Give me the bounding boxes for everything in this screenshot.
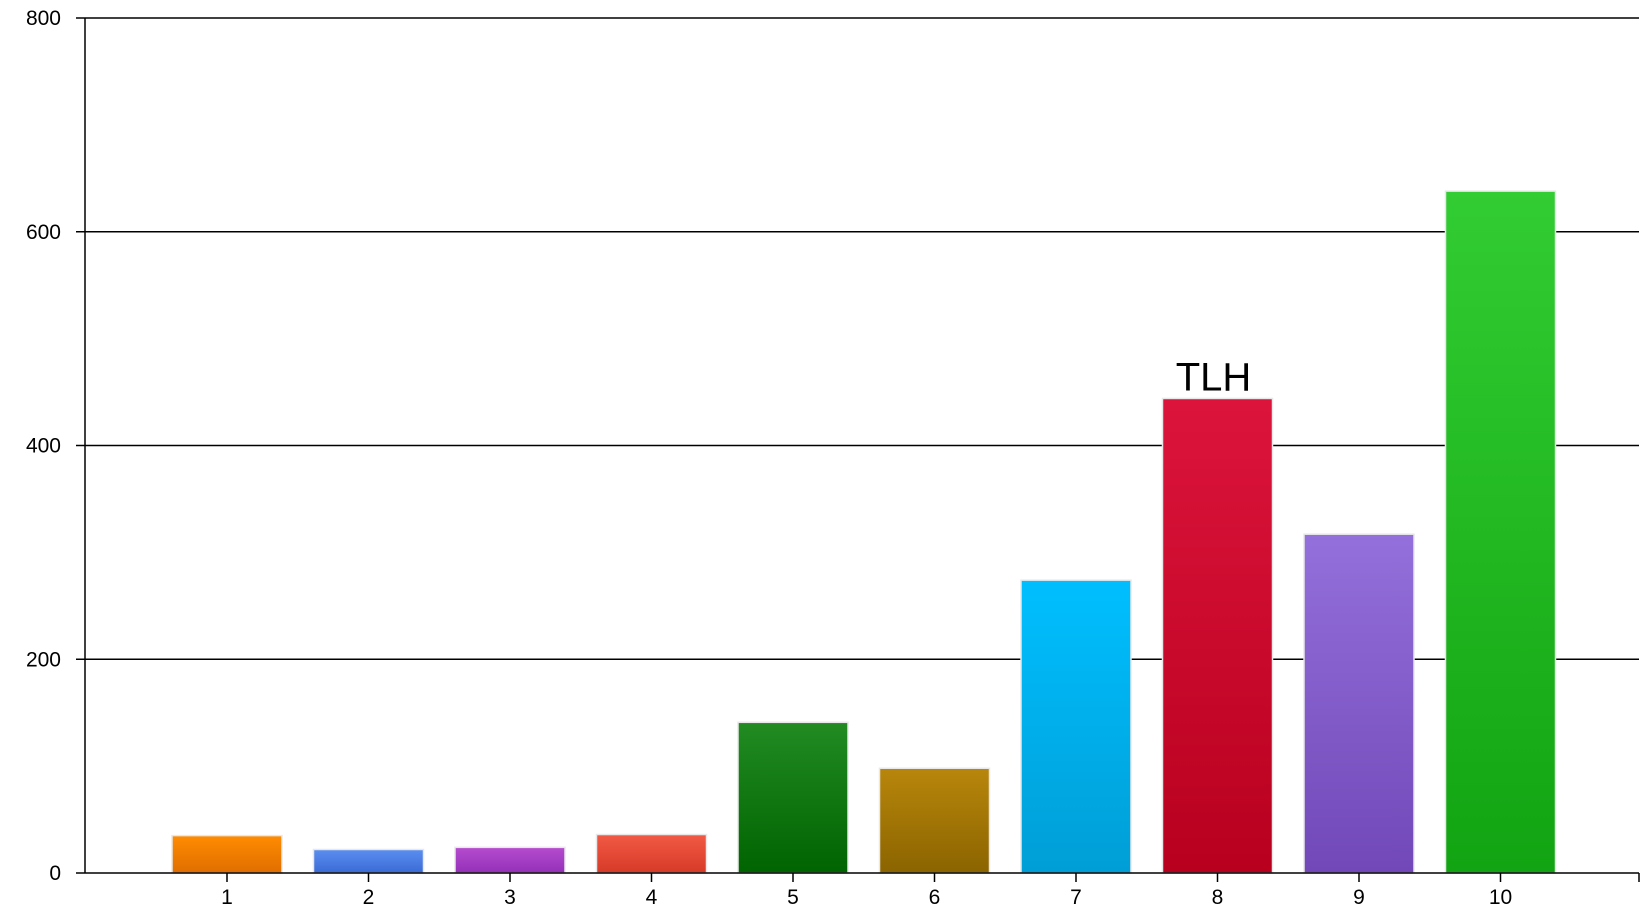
x-axis-ticks: 1 2 3 4 5 6 7 8 9 10 <box>221 873 1512 909</box>
bar-1 <box>171 834 283 874</box>
x-tick-label: 2 <box>363 886 375 909</box>
x-tick-label: 8 <box>1212 886 1224 909</box>
y-tick-label: 400 <box>26 435 61 458</box>
x-tick-label: 1 <box>221 886 233 909</box>
y-tick-label: 0 <box>49 862 61 885</box>
x-tick-label: 6 <box>929 886 941 909</box>
bar-8 <box>1161 397 1274 874</box>
bar-4 <box>595 833 708 874</box>
bar-annotation-label: TLH <box>1176 355 1252 399</box>
x-tick-label: 3 <box>504 886 516 909</box>
annotations: TLH <box>1176 355 1252 399</box>
bar-9 <box>1303 533 1415 874</box>
bar-3 <box>454 846 566 874</box>
bar-7 <box>1020 579 1132 874</box>
y-tick-label: 800 <box>26 7 61 30</box>
y-tick-label: 200 <box>26 648 61 671</box>
bars <box>171 190 1557 874</box>
x-tick-label: 7 <box>1070 886 1082 909</box>
x-tick-label: 9 <box>1353 886 1365 909</box>
bar-10 <box>1444 190 1557 874</box>
y-tick-label: 600 <box>26 221 61 244</box>
x-tick-label: 10 <box>1489 886 1512 909</box>
x-tick-label: 5 <box>787 886 799 909</box>
y-axis-ticks: 0 200 400 600 800 <box>26 7 85 885</box>
x-tick-label: 4 <box>646 886 658 909</box>
bar-5 <box>737 721 849 874</box>
bar-2 <box>312 848 425 874</box>
bar-6 <box>878 767 991 874</box>
